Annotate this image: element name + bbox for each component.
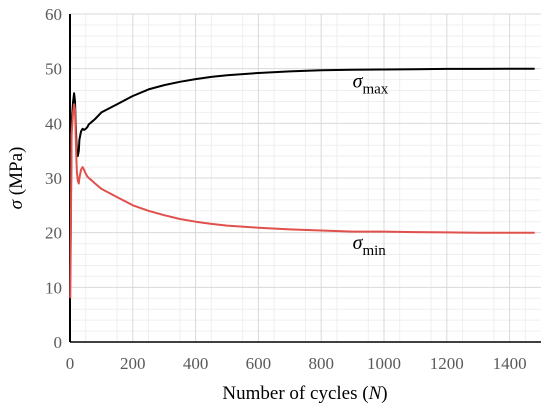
y-tick-labels: 0 10 20 30 40 50 60 [45, 5, 62, 352]
grid [70, 13, 541, 342]
x-tick-label: 600 [246, 354, 272, 373]
y-tick-label: 0 [54, 333, 63, 352]
series-lines [69, 67, 535, 299]
y-tick-label: 20 [45, 224, 62, 243]
x-tick-label: 400 [183, 354, 209, 373]
annotation-sigma-min: σmin [353, 232, 387, 259]
x-tick-label: 200 [120, 354, 146, 373]
y-axis-title: σ (MPa) [6, 147, 27, 210]
series-line-max [69, 67, 535, 277]
x-axis-title: Number of cycles (N) [222, 383, 387, 404]
x-tick-label: 1200 [430, 354, 464, 373]
y-tick-label: 10 [45, 278, 62, 297]
y-tick-label: 30 [45, 169, 62, 188]
x-tick-label: 1400 [493, 354, 527, 373]
y-tick-label: 60 [45, 5, 62, 24]
x-tick-label: 0 [66, 354, 75, 373]
x-tick-label: 800 [308, 354, 334, 373]
series-line-min [69, 103, 535, 299]
annotation-sigma-max: σmax [353, 70, 389, 97]
y-tick-label: 50 [45, 60, 62, 79]
series-annotations: σmax σmin [353, 70, 389, 259]
x-tick-labels: 0 200 400 600 800 1000 1200 1400 [66, 354, 527, 373]
y-tick-label: 40 [45, 114, 62, 133]
x-tick-label: 1000 [367, 354, 401, 373]
